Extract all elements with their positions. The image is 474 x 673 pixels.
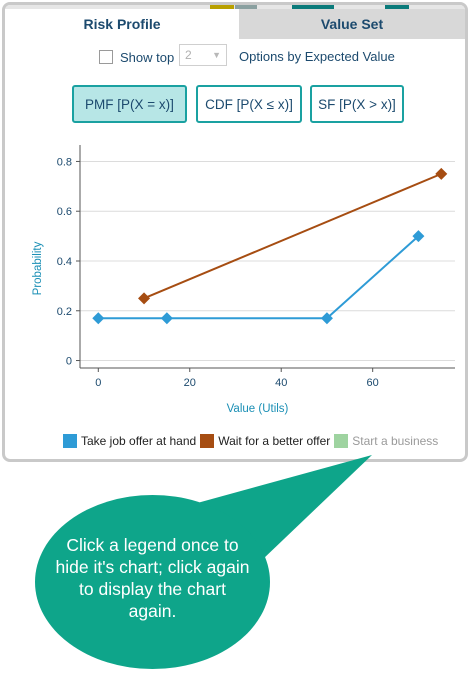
legend-item-wait-offer[interactable]: Wait for a better offer <box>200 434 330 448</box>
pmf-button[interactable]: PMF [P(X = x)] <box>72 85 187 123</box>
x-axis-label: Value (Utils) <box>227 403 289 415</box>
tab-value-set[interactable]: Value Set <box>239 9 465 39</box>
data-point-marker <box>412 230 425 243</box>
legend-item-take-job[interactable]: Take job offer at hand <box>63 434 196 448</box>
show-top-label: Show top <box>120 49 175 65</box>
legend-item-start-business[interactable]: Start a business <box>334 434 438 448</box>
options-by-expected-value-label: Options by Expected Value <box>239 49 395 64</box>
y-tick-label: 0 <box>66 356 72 368</box>
y-tick-label: 0.2 <box>57 306 72 318</box>
x-tick-label: 20 <box>184 377 196 389</box>
x-tick-label: 60 <box>367 377 379 389</box>
legend-label: Wait for a better offer <box>218 434 331 448</box>
toolbar-fragment <box>292 5 334 9</box>
top-count-value: 2 <box>185 48 192 62</box>
toolbar-fragment <box>385 5 409 9</box>
top-count-select[interactable]: 2 ▼ <box>179 44 227 66</box>
y-axis-label: Probability <box>32 241 44 295</box>
show-top-option[interactable]: Show top <box>99 47 174 67</box>
data-point-marker <box>138 292 151 305</box>
tab-risk-profile[interactable]: Risk Profile <box>5 9 239 39</box>
toolbar-fragment <box>210 5 234 9</box>
data-point-marker <box>160 312 173 325</box>
sf-button[interactable]: SF [P(X > x)] <box>310 85 404 123</box>
series-line-1 <box>143 172 442 300</box>
legend-swatch <box>63 434 77 448</box>
y-tick-label: 0.4 <box>57 256 72 268</box>
risk-profile-chart: 0 0.2 0.4 0.6 0.8 0 20 40 60 Value (Utils) Probabi… <box>32 145 455 415</box>
y-tick-label: 0.8 <box>57 156 72 168</box>
chart-legend: Take job offer at hand Wait for a better… <box>63 434 442 448</box>
y-tick-label: 0.6 <box>57 206 72 218</box>
legend-swatch <box>200 434 215 448</box>
data-point-marker <box>92 312 105 325</box>
data-point-marker <box>320 312 333 325</box>
x-tick-label: 0 <box>95 377 101 389</box>
legend-label: Take job offer at hand <box>81 434 197 448</box>
top-toolbar-strip <box>5 5 465 9</box>
legend-swatch <box>334 434 349 448</box>
cdf-button[interactable]: CDF [P(X ≤ x)] <box>196 85 302 123</box>
risk-profile-panel: Risk Profile Value Set Show top 2 ▼ Opti… <box>2 2 468 462</box>
x-tick-label: 40 <box>275 377 287 389</box>
data-point-marker <box>435 167 448 180</box>
show-top-checkbox[interactable] <box>99 50 113 64</box>
series-line-0 <box>98 235 420 320</box>
help-callout-text: Click a legend once to hide it's chart; … <box>55 535 250 621</box>
toolbar-fragment <box>235 5 257 9</box>
legend-label: Start a business <box>352 434 439 448</box>
chevron-down-icon: ▼ <box>212 50 221 60</box>
help-callout-bubble <box>35 495 270 669</box>
